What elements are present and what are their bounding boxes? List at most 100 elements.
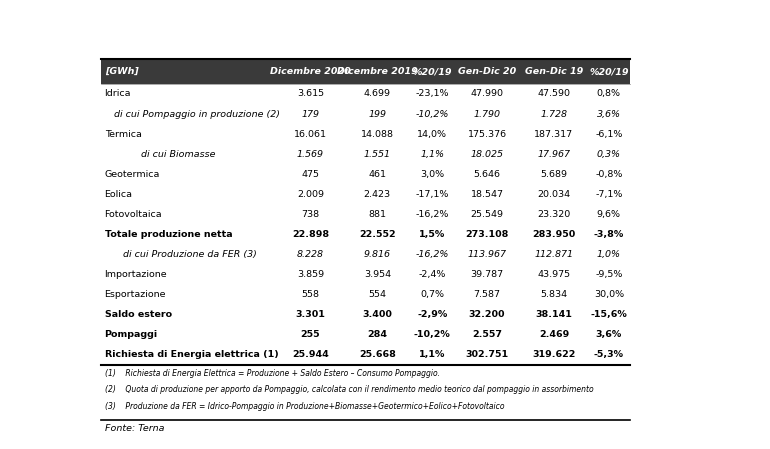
Text: 32.200: 32.200	[469, 310, 505, 319]
Text: 187.317: 187.317	[534, 130, 574, 139]
Text: 475: 475	[302, 170, 320, 179]
Text: Importazione: Importazione	[105, 270, 167, 279]
Text: 14.088: 14.088	[361, 130, 393, 139]
Text: Saldo estero: Saldo estero	[105, 310, 172, 319]
Text: Totale produzione netta: Totale produzione netta	[105, 230, 233, 239]
FancyBboxPatch shape	[101, 84, 631, 104]
Text: 25.668: 25.668	[359, 350, 396, 359]
Text: 554: 554	[368, 290, 387, 299]
Text: 14,0%: 14,0%	[417, 130, 447, 139]
Text: 23.320: 23.320	[537, 210, 571, 219]
Text: 39.787: 39.787	[470, 270, 504, 279]
FancyBboxPatch shape	[101, 345, 631, 365]
Text: 43.975: 43.975	[537, 270, 571, 279]
Text: di cui Produzione da FER (3): di cui Produzione da FER (3)	[105, 250, 256, 259]
Text: -3,8%: -3,8%	[594, 230, 624, 239]
Text: 2.557: 2.557	[472, 330, 502, 339]
FancyBboxPatch shape	[101, 304, 631, 325]
Text: Gen-Dic 19: Gen-Dic 19	[525, 67, 583, 76]
Text: [GWh]: [GWh]	[105, 67, 139, 76]
Text: Geotermica: Geotermica	[105, 170, 160, 179]
Text: -9,5%: -9,5%	[595, 270, 623, 279]
Text: 2.009: 2.009	[297, 190, 324, 199]
FancyBboxPatch shape	[101, 104, 631, 124]
Text: Eolica: Eolica	[105, 190, 132, 199]
Text: 18.025: 18.025	[470, 150, 504, 158]
FancyBboxPatch shape	[101, 59, 631, 84]
Text: 284: 284	[367, 330, 387, 339]
Text: -0,8%: -0,8%	[595, 170, 623, 179]
Text: 3.954: 3.954	[363, 270, 391, 279]
Text: 5.646: 5.646	[474, 170, 501, 179]
Text: -15,6%: -15,6%	[591, 310, 628, 319]
Text: 302.751: 302.751	[466, 350, 509, 359]
Text: 5.689: 5.689	[541, 170, 567, 179]
Text: %20/19: %20/19	[589, 67, 628, 76]
Text: 47.590: 47.590	[537, 89, 571, 98]
Text: 3.301: 3.301	[296, 310, 326, 319]
Text: 38.141: 38.141	[535, 310, 572, 319]
Text: 179: 179	[302, 110, 320, 119]
Text: 0,3%: 0,3%	[597, 150, 621, 158]
Text: (1)    Richiesta di Energia Elettrica = Produzione + Saldo Estero – Consumo Pomp: (1) Richiesta di Energia Elettrica = Pro…	[105, 369, 440, 378]
Text: 25.549: 25.549	[470, 210, 504, 219]
Text: 9,6%: 9,6%	[597, 210, 621, 219]
Text: -7,1%: -7,1%	[595, 190, 623, 199]
Text: di cui Biomasse: di cui Biomasse	[105, 150, 215, 158]
FancyBboxPatch shape	[101, 224, 631, 244]
Text: 113.967: 113.967	[467, 250, 507, 259]
Text: (2)    Quota di produzione per apporto da Pompaggio, calcolata con il rendimento: (2) Quota di produzione per apporto da P…	[105, 385, 593, 394]
Text: 3,6%: 3,6%	[597, 110, 621, 119]
Text: 4.699: 4.699	[363, 89, 391, 98]
Text: 1,5%: 1,5%	[419, 230, 445, 239]
Text: 112.871: 112.871	[534, 250, 574, 259]
Text: -16,2%: -16,2%	[416, 250, 449, 259]
Text: Pompaggi: Pompaggi	[105, 330, 158, 339]
Text: 558: 558	[302, 290, 320, 299]
Text: -23,1%: -23,1%	[416, 89, 449, 98]
Text: 881: 881	[368, 210, 387, 219]
Text: %20/19: %20/19	[413, 67, 452, 76]
Text: 7.587: 7.587	[474, 290, 501, 299]
Text: -2,4%: -2,4%	[419, 270, 446, 279]
Text: 1,0%: 1,0%	[597, 250, 621, 259]
FancyBboxPatch shape	[101, 184, 631, 204]
Text: -10,2%: -10,2%	[413, 330, 450, 339]
Text: 3.400: 3.400	[363, 310, 392, 319]
Text: 18.547: 18.547	[470, 190, 504, 199]
Text: -2,9%: -2,9%	[417, 310, 447, 319]
Text: Gen-Dic 20: Gen-Dic 20	[458, 67, 516, 76]
Text: 25.944: 25.944	[292, 350, 329, 359]
Text: -5,3%: -5,3%	[594, 350, 624, 359]
Text: Fotovoltaica: Fotovoltaica	[105, 210, 162, 219]
FancyBboxPatch shape	[101, 164, 631, 184]
Text: (3)    Produzione da FER = Idrico-Pompaggio in Produzione+Biomasse+Geotermico+Eo: (3) Produzione da FER = Idrico-Pompaggio…	[105, 402, 504, 411]
Text: 3.615: 3.615	[297, 89, 324, 98]
Text: 273.108: 273.108	[465, 230, 509, 239]
Text: 1,1%: 1,1%	[420, 150, 444, 158]
Text: 283.950: 283.950	[532, 230, 576, 239]
Text: 175.376: 175.376	[467, 130, 507, 139]
Text: 2.423: 2.423	[363, 190, 391, 199]
Text: 8.228: 8.228	[297, 250, 324, 259]
Text: Richiesta di Energia elettrica (1): Richiesta di Energia elettrica (1)	[105, 350, 278, 359]
Text: 738: 738	[301, 210, 320, 219]
Text: 1.728: 1.728	[541, 110, 567, 119]
Text: -16,2%: -16,2%	[416, 210, 449, 219]
Text: 461: 461	[368, 170, 387, 179]
Text: Fonte: Terna: Fonte: Terna	[105, 424, 164, 433]
Text: 16.061: 16.061	[294, 130, 327, 139]
FancyBboxPatch shape	[101, 325, 631, 345]
FancyBboxPatch shape	[101, 285, 631, 304]
Text: 3.859: 3.859	[297, 270, 324, 279]
Text: 2.469: 2.469	[539, 330, 569, 339]
Text: 319.622: 319.622	[532, 350, 576, 359]
FancyBboxPatch shape	[101, 204, 631, 224]
Text: 1,1%: 1,1%	[419, 350, 445, 359]
Text: 199: 199	[368, 110, 387, 119]
Text: 3,6%: 3,6%	[596, 330, 622, 339]
Text: 47.990: 47.990	[470, 89, 504, 98]
Text: 17.967: 17.967	[537, 150, 571, 158]
Text: 20.034: 20.034	[537, 190, 571, 199]
Text: -6,1%: -6,1%	[595, 130, 623, 139]
